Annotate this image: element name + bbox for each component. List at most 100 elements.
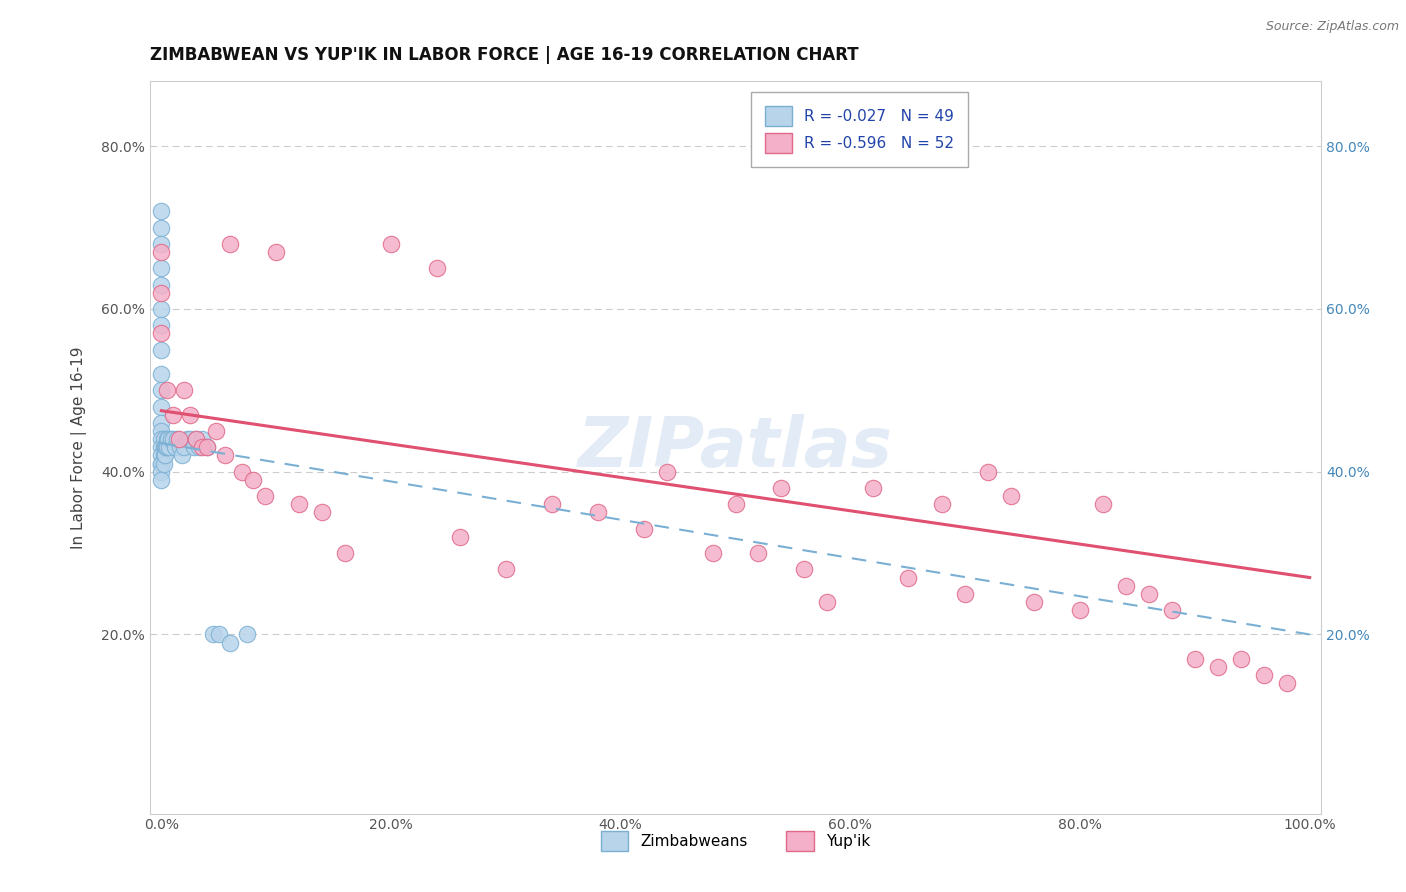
Point (1137, 587, 1160, 601)
Point (153, 449, 176, 463)
Point (202, 627, 225, 641)
Point (219, 635, 242, 649)
Point (150, 473, 173, 487)
Point (953, 587, 976, 601)
Point (150, 285, 173, 300)
Point (1253, 668, 1275, 682)
Text: ZIPatlas: ZIPatlas (578, 414, 893, 481)
Point (205, 424, 228, 438)
Point (152, 449, 174, 463)
Point (157, 432, 180, 446)
Point (1000, 489, 1022, 503)
Point (150, 318, 173, 333)
Point (815, 595, 838, 609)
Point (150, 432, 173, 446)
Point (793, 562, 815, 576)
Point (1091, 497, 1114, 511)
Point (156, 440, 179, 454)
Point (167, 432, 190, 446)
Point (170, 449, 193, 463)
Point (184, 432, 207, 446)
Text: ZIMBABWEAN VS YUP'IK IN LABOR FORCE | AGE 16-19 CORRELATION CHART: ZIMBABWEAN VS YUP'IK IN LABOR FORCE | AG… (150, 46, 859, 64)
Point (702, 546, 724, 560)
Point (188, 440, 211, 454)
Point (150, 400, 173, 414)
Point (208, 627, 231, 641)
Legend: R = -0.027   N = 49, R = -0.596   N = 52: R = -0.027 N = 49, R = -0.596 N = 52 (751, 93, 967, 167)
Point (179, 432, 201, 446)
Point (724, 497, 747, 511)
Point (150, 236, 173, 251)
Point (747, 546, 769, 560)
Point (1184, 652, 1206, 666)
Point (219, 236, 242, 251)
Point (166, 432, 188, 446)
Point (150, 244, 173, 259)
Y-axis label: In Labor Force | Age 16-19: In Labor Force | Age 16-19 (72, 346, 87, 549)
Point (150, 367, 173, 381)
Point (150, 343, 173, 357)
Point (150, 457, 173, 471)
Point (333, 546, 356, 560)
Point (155, 440, 177, 454)
Point (931, 497, 953, 511)
Point (169, 440, 191, 454)
Text: Source: ZipAtlas.com: Source: ZipAtlas.com (1265, 20, 1399, 33)
Point (540, 497, 562, 511)
Point (190, 440, 212, 454)
Point (162, 432, 184, 446)
Point (165, 440, 187, 454)
Point (157, 440, 180, 454)
Point (380, 236, 402, 251)
Point (150, 220, 173, 235)
Point (156, 384, 179, 398)
Point (150, 449, 173, 463)
Point (150, 204, 173, 219)
Point (150, 457, 173, 471)
Point (150, 440, 173, 454)
Point (311, 505, 333, 519)
Point (288, 497, 311, 511)
Point (152, 440, 174, 454)
Point (655, 465, 678, 479)
Point (195, 440, 218, 454)
Point (173, 384, 195, 398)
Point (152, 432, 174, 446)
Point (264, 244, 287, 259)
Point (150, 424, 173, 438)
Point (495, 562, 517, 576)
Point (150, 384, 173, 398)
Point (586, 505, 609, 519)
Point (1022, 595, 1045, 609)
Point (159, 432, 181, 446)
Point (195, 440, 218, 454)
Point (153, 440, 176, 454)
Point (173, 440, 195, 454)
Point (770, 481, 793, 495)
Point (633, 522, 655, 536)
Point (179, 408, 201, 422)
Point (253, 489, 276, 503)
Point (862, 481, 884, 495)
Point (156, 432, 179, 446)
Point (150, 277, 173, 292)
Point (449, 530, 471, 544)
Point (152, 457, 174, 471)
Point (150, 301, 173, 316)
Point (176, 432, 198, 446)
Point (1115, 579, 1137, 593)
Point (977, 465, 1000, 479)
Point (1206, 660, 1229, 674)
Point (242, 473, 264, 487)
Point (162, 408, 184, 422)
Point (190, 432, 212, 446)
Point (426, 261, 449, 276)
Point (150, 465, 173, 479)
Point (897, 570, 920, 584)
Point (236, 627, 259, 641)
Point (150, 416, 173, 430)
Point (150, 261, 173, 276)
Point (184, 432, 207, 446)
Point (150, 326, 173, 341)
Point (1229, 652, 1251, 666)
